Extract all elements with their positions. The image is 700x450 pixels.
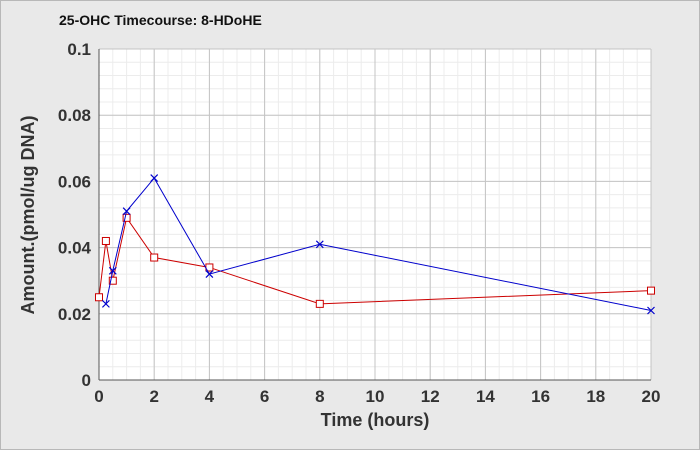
series-layer: [95, 174, 655, 315]
series-line: [98, 216, 652, 305]
data-point: [315, 240, 324, 249]
data-point: [122, 207, 131, 216]
x-tick-label: 6: [260, 387, 269, 406]
chart-title: 25-OHC Timecourse: 8-HDoHE: [59, 12, 262, 28]
x-tick-label: 8: [315, 387, 324, 406]
data-point: [150, 253, 159, 262]
data-point: [108, 276, 117, 285]
x-tick-labels: 0 2 4 6 8 10 12 14 16 18 20: [94, 387, 660, 406]
data-point: [315, 299, 324, 308]
y-tick-label: 0.02: [58, 305, 91, 324]
data-point: [150, 174, 159, 183]
data-point: [647, 306, 655, 315]
y-tick-label: 0.06: [58, 172, 91, 191]
data-point: [205, 270, 214, 279]
y-tick-label: 0.08: [58, 106, 91, 125]
x-tick-label: 20: [642, 387, 661, 406]
data-point: [122, 213, 131, 222]
y-tick-label: 0.04: [58, 239, 92, 258]
x-axis-title: Time (hours): [321, 410, 430, 430]
x-tick-label: 14: [476, 387, 495, 406]
x-tick-label: 12: [421, 387, 440, 406]
data-point: [101, 236, 110, 245]
y-tick-label: 0: [82, 371, 91, 390]
data-point: [647, 286, 655, 295]
y-tick-labels: 0 0.02 0.04 0.06 0.08 0.1: [58, 40, 92, 390]
y-axis-title: Amount.(pmol/ug DNA): [18, 116, 38, 315]
x-tick-label: 18: [586, 387, 605, 406]
data-point: [101, 299, 110, 308]
x-tick-label: 10: [366, 387, 385, 406]
data-point: [108, 266, 117, 275]
series-1: [95, 213, 655, 308]
data-point: [95, 293, 103, 302]
x-tick-label: 16: [531, 387, 550, 406]
x-tick-label: 2: [149, 387, 158, 406]
series-2: [101, 174, 655, 315]
x-tick-label: 0: [94, 387, 103, 406]
y-tick-label: 0.1: [67, 40, 91, 59]
x-tick-label: 4: [205, 387, 215, 406]
